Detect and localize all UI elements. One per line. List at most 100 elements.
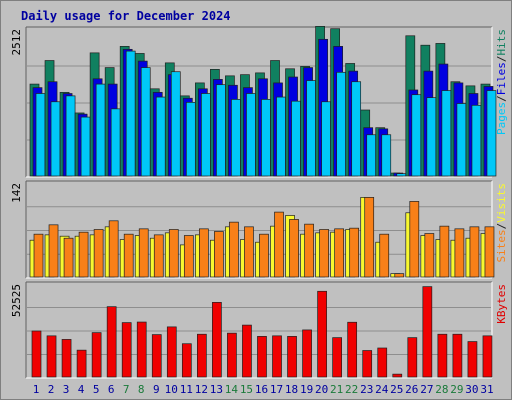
- visits-bar-sites-1: [33, 233, 44, 278]
- visits-bar-sites-10: [168, 229, 179, 278]
- x-tick-label-31: 31: [480, 383, 493, 396]
- hits-bar-pages-11: [185, 102, 196, 177]
- visits-bar-sites-24: [379, 233, 390, 278]
- hits-bar-pages-18: [291, 100, 301, 177]
- hits-bar-pages-30: [471, 104, 482, 177]
- kbytes-bar-kbytes-7: [121, 322, 132, 378]
- kbytes-bar-kbytes-1: [31, 330, 42, 378]
- y-max-label: 142: [10, 183, 23, 203]
- kbytes-bar-kbytes-17: [272, 335, 282, 378]
- hits-bar-pages-31: [486, 90, 497, 177]
- x-tick-label-21: 21: [330, 383, 343, 396]
- kbytes-bar-kbytes-2: [46, 335, 57, 378]
- hits-bar-pages-8: [140, 67, 151, 177]
- x-tick-label-2: 2: [48, 383, 55, 396]
- x-tick-label-27: 27: [420, 383, 433, 396]
- visits-bar-sites-20: [319, 229, 329, 278]
- x-tick-label-4: 4: [78, 383, 85, 396]
- hits-bar-pages-29: [456, 103, 467, 177]
- visits-bar-sites-30: [469, 226, 480, 278]
- chart-title: Daily usage for December 2024: [21, 9, 231, 23]
- visits-bar-sites-3: [63, 237, 74, 278]
- kbytes-bar-kbytes-15: [242, 324, 252, 378]
- x-tick-label-28: 28: [435, 383, 448, 396]
- visits-bar-sites-31: [484, 226, 495, 278]
- kbytes-bar-kbytes-24: [377, 347, 388, 378]
- kbytes-bar-kbytes-9: [151, 334, 162, 378]
- hits-bar-pages-5: [95, 83, 106, 177]
- visits-bar-sites-14: [229, 221, 239, 278]
- visits-bar-sites-22: [349, 227, 360, 278]
- hits-bar-pages-4: [80, 116, 91, 177]
- visits-bar-sites-7: [123, 233, 134, 278]
- hits-bar-pages-7: [125, 50, 136, 177]
- kbytes-bar-kbytes-21: [332, 337, 342, 378]
- hits-bar-pages-20: [321, 101, 331, 177]
- kbytes-bar-kbytes-5: [91, 332, 102, 378]
- x-tick-label-18: 18: [285, 383, 298, 396]
- hits-bar-pages-28: [441, 90, 452, 177]
- hits-bar-pages-17: [276, 96, 286, 177]
- y-max-label: 52525: [10, 284, 23, 317]
- hits-bar-pages-14: [231, 99, 241, 177]
- visits-bar-sites-16: [259, 233, 269, 278]
- visits-bar-sites-29: [454, 228, 465, 278]
- legend-entry: Pages: [495, 102, 508, 135]
- x-tick-label-12: 12: [195, 383, 208, 396]
- kbytes-bar-kbytes-13: [212, 302, 222, 378]
- x-tick-label-25: 25: [390, 383, 403, 396]
- x-tick-label-29: 29: [450, 383, 463, 396]
- legend-entry: KBytes: [495, 284, 508, 324]
- legend-entry: Sites: [495, 229, 508, 262]
- hits-bar-pages-10: [170, 71, 181, 177]
- hits-bar-pages-1: [35, 93, 46, 177]
- x-tick-label-24: 24: [375, 383, 389, 396]
- hits-bar-pages-16: [261, 99, 271, 177]
- x-tick-label-30: 30: [465, 383, 478, 396]
- x-tick-label-6: 6: [108, 383, 115, 396]
- visits-bar-sites-21: [334, 228, 344, 278]
- kbytes-bar-kbytes-3: [61, 339, 72, 378]
- legend-entry: /: [495, 223, 508, 230]
- hits-bar-pages-21: [336, 71, 346, 177]
- x-tick-label-13: 13: [210, 383, 223, 396]
- visits-legend: Sites/Visits: [495, 183, 508, 263]
- visits-bar-sites-5: [93, 229, 104, 278]
- hits-bar-pages-26: [411, 94, 422, 177]
- hits-bar-pages-6: [110, 108, 121, 177]
- kbytes-bar-kbytes-20: [317, 290, 327, 378]
- x-tick-label-1: 1: [33, 383, 40, 396]
- legend-entry: /: [495, 56, 508, 63]
- kbytes-bar-kbytes-25: [392, 373, 403, 378]
- x-tick-label-9: 9: [153, 383, 160, 396]
- x-tick-label-17: 17: [270, 383, 283, 396]
- x-tick-label-19: 19: [300, 383, 313, 396]
- x-tick-label-3: 3: [63, 383, 70, 396]
- hits-bar-pages-24: [381, 134, 392, 177]
- hits-legend: Pages/Files/Hits: [495, 29, 508, 135]
- kbytes-bar-kbytes-11: [181, 343, 192, 378]
- x-tick-label-5: 5: [93, 383, 100, 396]
- kbytes-bar-kbytes-31: [482, 335, 493, 378]
- hits-bar-pages-12: [201, 93, 211, 177]
- x-tick-label-11: 11: [180, 383, 193, 396]
- x-tick-label-23: 23: [360, 383, 373, 396]
- kbytes-legend: KBytes: [495, 284, 508, 324]
- visits-bar-sites-12: [199, 228, 209, 278]
- kbytes-bar-kbytes-23: [362, 350, 373, 378]
- visits-bar-sites-2: [48, 224, 59, 278]
- x-tick-label-26: 26: [405, 383, 418, 396]
- kbytes-bar-kbytes-6: [106, 306, 117, 378]
- visits-bar-sites-4: [78, 231, 89, 278]
- kbytes-bar-kbytes-4: [76, 349, 87, 378]
- hits-bar-pages-2: [50, 101, 61, 177]
- x-tick-label-22: 22: [345, 383, 358, 396]
- kbytes-bar-kbytes-14: [227, 332, 237, 378]
- x-tick-label-20: 20: [315, 383, 328, 396]
- x-tick-label-15: 15: [240, 383, 253, 396]
- kbytes-bar-kbytes-8: [136, 321, 147, 378]
- kbytes-bar-kbytes-26: [407, 337, 418, 378]
- hits-bar-pages-22: [351, 81, 362, 177]
